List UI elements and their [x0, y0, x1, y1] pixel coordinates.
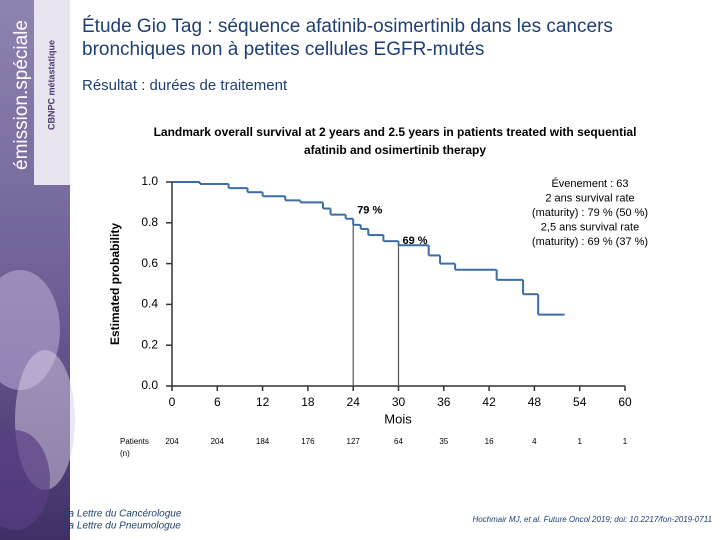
- title-line: Étude Gio Tag : séquence afatinib-osimer…: [82, 16, 613, 37]
- x-tick-label: 0: [169, 395, 176, 409]
- risk-label: Patients: [120, 437, 149, 446]
- x-tick-label: 12: [256, 395, 270, 409]
- sidebar-band: [34, 0, 70, 185]
- risk-count: 4: [532, 437, 537, 446]
- x-tick-label: 48: [528, 395, 542, 409]
- risk-count: 184: [256, 437, 270, 446]
- x-tick-label: 6: [214, 395, 221, 409]
- risk-count: 16: [485, 437, 494, 446]
- y-tick-label: 0.6: [141, 256, 158, 270]
- risk-count: 1: [623, 437, 628, 446]
- risk-label: (n): [120, 449, 130, 458]
- risk-count: 204: [211, 437, 225, 446]
- note-line: Évenement : 63: [551, 177, 628, 190]
- chart-title: afatinib and osimertinib therapy: [304, 143, 486, 157]
- source: La Lettre du Pneumologue: [63, 521, 181, 532]
- risk-count: 127: [347, 437, 361, 446]
- x-axis-label: Mois: [384, 411, 412, 426]
- y-tick-label: 0.4: [141, 297, 158, 311]
- y-tick-label: 0.2: [141, 337, 158, 351]
- annotation: 79 %: [357, 205, 382, 217]
- x-tick-label: 54: [573, 395, 587, 409]
- risk-count: 176: [301, 437, 315, 446]
- topic: CBNPC métastatique: [46, 40, 56, 130]
- title-line: bronchiques non à petites cellules EGFR-…: [82, 39, 484, 60]
- citation: Hochmair MJ, et al. Future Oncol 2019; d…: [472, 515, 712, 524]
- brand: émission.spéciale: [11, 20, 32, 170]
- risk-count: 64: [394, 437, 403, 446]
- y-tick-label: 1.0: [141, 174, 158, 188]
- y-tick-label: 0.0: [141, 378, 158, 392]
- x-tick-label: 18: [301, 395, 315, 409]
- x-tick-label: 60: [618, 395, 632, 409]
- annotation: 69 %: [403, 235, 428, 247]
- risk-count: 204: [165, 437, 179, 446]
- y-axis-label: Estimated probability: [108, 223, 122, 345]
- flower-petal: [0, 430, 50, 530]
- x-tick-label: 36: [437, 395, 451, 409]
- chart-title: Landmark overall survival at 2 years and…: [154, 125, 637, 139]
- x-tick-label: 42: [482, 395, 496, 409]
- risk-count: 35: [439, 437, 448, 446]
- note-line: 2 ans survival rate: [545, 192, 634, 204]
- subtitle: Résultat : durées de traitement: [82, 77, 288, 94]
- risk-count: 1: [577, 437, 582, 446]
- note-line: (maturity) : 69 % (37 %): [532, 236, 648, 248]
- x-tick-label: 24: [347, 395, 361, 409]
- note-line: 2,5 ans survival rate: [541, 221, 639, 233]
- note-line: (maturity) : 79 % (50 %): [532, 207, 648, 219]
- x-tick-label: 30: [392, 395, 406, 409]
- y-tick-label: 0.8: [141, 215, 158, 229]
- source: La Lettre du Cancérologue: [63, 509, 182, 520]
